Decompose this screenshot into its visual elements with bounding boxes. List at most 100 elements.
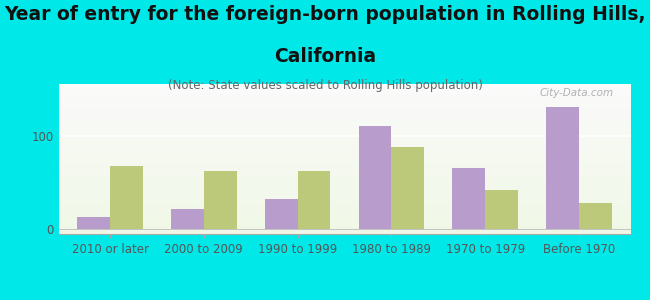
Bar — [58, 171, 630, 172]
Bar — [58, 200, 630, 201]
Bar — [58, 150, 630, 152]
Bar — [58, 124, 630, 126]
Bar — [58, 140, 630, 141]
Bar — [58, 190, 630, 192]
Bar — [58, 178, 630, 180]
Bar — [58, 123, 630, 124]
Bar — [58, 138, 630, 140]
Bar — [485, 190, 518, 229]
Bar — [58, 158, 630, 159]
Bar — [58, 198, 630, 200]
Bar — [58, 142, 630, 144]
Bar — [58, 128, 630, 129]
Bar — [58, 146, 630, 147]
Bar — [58, 230, 630, 231]
Bar — [58, 156, 630, 158]
Text: Year of entry for the foreign-born population in Rolling Hills,: Year of entry for the foreign-born popul… — [5, 4, 645, 23]
Bar — [58, 201, 630, 202]
Bar — [58, 92, 630, 93]
Bar — [359, 126, 391, 229]
Bar — [58, 196, 630, 198]
Bar — [77, 217, 110, 229]
Text: California: California — [274, 46, 376, 65]
Bar — [58, 204, 630, 206]
Bar — [58, 87, 630, 88]
Bar — [58, 88, 630, 90]
Bar — [58, 222, 630, 224]
Bar — [58, 159, 630, 160]
Bar — [58, 85, 630, 87]
Bar — [58, 206, 630, 207]
Bar — [58, 164, 630, 165]
Bar — [58, 132, 630, 134]
Bar — [58, 176, 630, 177]
Bar — [58, 111, 630, 112]
Bar — [58, 154, 630, 156]
Bar — [58, 162, 630, 164]
Bar — [58, 194, 630, 195]
Bar — [58, 153, 630, 154]
Bar — [58, 152, 630, 153]
Bar — [58, 144, 630, 146]
Bar — [58, 219, 630, 220]
Bar — [58, 110, 630, 111]
Bar — [58, 189, 630, 190]
Bar — [452, 168, 485, 229]
Bar — [58, 94, 630, 96]
Bar — [58, 134, 630, 135]
Bar — [58, 226, 630, 228]
Bar — [58, 169, 630, 171]
Bar — [58, 172, 630, 174]
Bar — [58, 165, 630, 166]
Bar — [58, 96, 630, 98]
Bar — [58, 130, 630, 132]
Bar — [58, 108, 630, 110]
Bar — [58, 167, 630, 168]
Bar — [58, 228, 630, 230]
Bar — [58, 117, 630, 118]
Bar — [58, 220, 630, 222]
Bar — [171, 209, 204, 229]
Bar — [58, 177, 630, 178]
Legend: Rolling Hills, California: Rolling Hills, California — [236, 297, 453, 300]
Bar — [58, 182, 630, 183]
Bar — [58, 231, 630, 232]
Bar — [58, 122, 630, 123]
Text: City-Data.com: City-Data.com — [540, 88, 614, 98]
Bar — [58, 174, 630, 176]
Bar — [58, 93, 630, 94]
Bar — [58, 216, 630, 218]
Bar — [58, 116, 630, 117]
Bar — [58, 102, 630, 104]
Bar — [110, 166, 143, 229]
Bar — [579, 203, 612, 229]
Bar — [58, 98, 630, 99]
Bar — [58, 218, 630, 219]
Bar — [298, 171, 330, 229]
Bar — [58, 136, 630, 138]
Bar — [58, 141, 630, 142]
Bar — [58, 225, 630, 226]
Bar — [58, 103, 630, 105]
Bar — [58, 195, 630, 196]
Bar — [58, 207, 630, 208]
Bar — [58, 118, 630, 120]
Bar — [58, 214, 630, 216]
Bar — [58, 208, 630, 210]
Bar — [58, 135, 630, 136]
Bar — [58, 105, 630, 106]
Bar — [58, 224, 630, 225]
Bar — [58, 183, 630, 184]
Bar — [58, 232, 630, 234]
Bar — [58, 100, 630, 102]
Bar — [58, 168, 630, 170]
Bar — [204, 171, 237, 229]
Bar — [58, 112, 630, 114]
Bar — [58, 147, 630, 148]
Bar — [58, 212, 630, 213]
Bar — [58, 84, 630, 86]
Bar — [58, 160, 630, 162]
Bar — [58, 120, 630, 122]
Bar — [265, 199, 298, 229]
Bar — [58, 184, 630, 186]
